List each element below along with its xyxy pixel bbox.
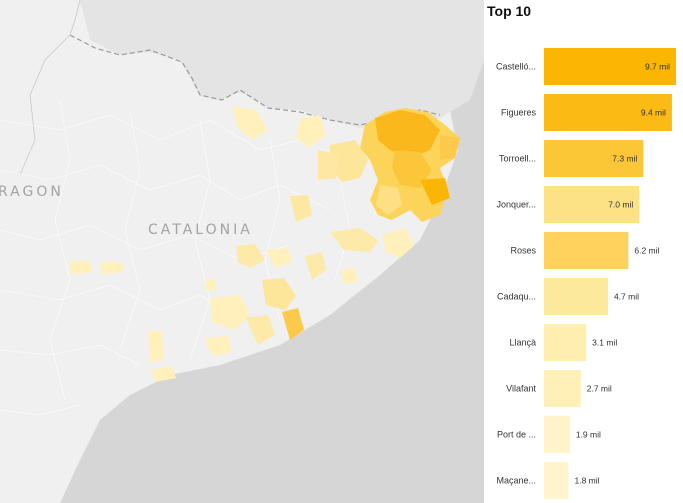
- bar[interactable]: [544, 416, 570, 453]
- bar[interactable]: [544, 370, 581, 407]
- bar[interactable]: [544, 324, 587, 361]
- bar[interactable]: [544, 462, 569, 499]
- category-label: Torroell...: [499, 154, 536, 164]
- bar[interactable]: [544, 140, 644, 177]
- value-label: 9.4 mil: [641, 108, 666, 118]
- value-label: 4.7 mil: [614, 292, 639, 302]
- category-label: Port de ...: [497, 430, 536, 440]
- map-label-catalonia: CATALONIA: [148, 222, 253, 238]
- top10-chart-panel: Top 10 Castelló... 9.7 mil Figueres 9.4 mil…: [484, 0, 683, 503]
- bar[interactable]: [544, 232, 629, 269]
- chart-title: Top 10: [487, 3, 532, 19]
- highlighted-municipalities: [68, 106, 460, 382]
- france-region: [80, 0, 484, 128]
- bar[interactable]: [544, 186, 640, 223]
- sea-area: [60, 60, 484, 503]
- value-label: 3.1 mil: [592, 338, 617, 348]
- value-label: 1.9 mil: [576, 430, 601, 440]
- bar-chart[interactable]: Castelló... 9.7 mil Figueres 9.4 mil Torroel…: [484, 0, 683, 503]
- category-label: Castelló...: [496, 62, 536, 72]
- value-label: 2.7 mil: [587, 384, 612, 394]
- category-label: Maçane...: [496, 476, 536, 486]
- value-label: 1.8 mil: [574, 476, 599, 486]
- value-label: 9.7 mil: [645, 62, 670, 72]
- category-label: Vilafant: [506, 384, 536, 394]
- municipality-borders: [0, 99, 351, 416]
- category-label: Llançà: [509, 338, 536, 348]
- bar[interactable]: [544, 278, 608, 315]
- category-label: Roses: [510, 246, 536, 256]
- value-label: 6.2 mil: [634, 246, 659, 256]
- bar[interactable]: [544, 48, 676, 85]
- value-label: 7.3 mil: [612, 154, 637, 164]
- category-label: Jonquer...: [496, 200, 536, 210]
- map-panel[interactable]: CATALONIA RAGON: [0, 0, 484, 503]
- bar[interactable]: [544, 94, 672, 131]
- choropleth-map[interactable]: CATALONIA RAGON: [0, 0, 484, 503]
- region-border: [19, 0, 81, 176]
- value-label: 7.0 mil: [608, 200, 633, 210]
- category-label: Figueres: [501, 108, 537, 118]
- map-label-aragon: RAGON: [0, 184, 64, 200]
- category-label: Cadaqu...: [497, 292, 536, 302]
